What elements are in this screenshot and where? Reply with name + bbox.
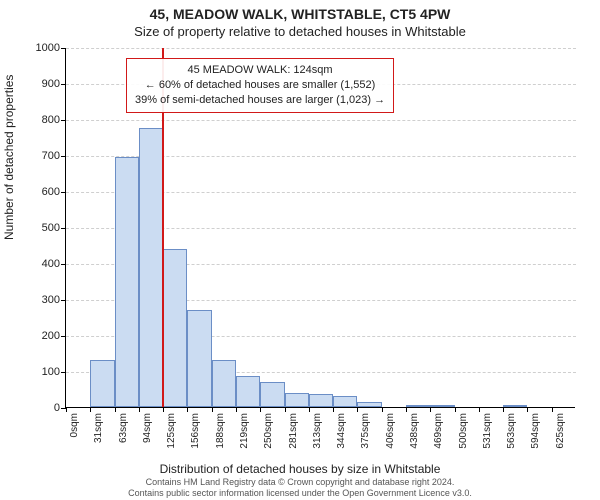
y-tick-label: 400 (42, 258, 60, 270)
x-tick-label: 125sqm (166, 413, 177, 449)
chart-container: { "chart": { "type": "histogram", "title… (0, 0, 600, 500)
histogram-bar (187, 310, 211, 407)
histogram-bar (309, 394, 333, 407)
gridline-h (66, 120, 576, 121)
histogram-bar (90, 360, 114, 407)
x-tick-label: 63sqm (118, 413, 129, 443)
x-tick-mark (187, 407, 188, 412)
histogram-bar (430, 405, 454, 407)
callout-line: 39% of semi-detached houses are larger (… (135, 93, 385, 108)
histogram-bar (406, 405, 430, 407)
callout-line: 45 MEADOW WALK: 124sqm (135, 63, 385, 78)
histogram-bar (357, 402, 381, 407)
histogram-bar (163, 249, 187, 407)
x-tick-mark (527, 407, 528, 412)
histogram-bar (139, 128, 163, 407)
histogram-bar (115, 157, 139, 407)
x-tick-mark (260, 407, 261, 412)
x-tick-mark (455, 407, 456, 412)
x-tick-mark (309, 407, 310, 412)
x-tick-mark (430, 407, 431, 412)
x-tick-mark (139, 407, 140, 412)
y-tick-label: 900 (42, 78, 60, 90)
x-tick-label: 0sqm (69, 413, 80, 437)
y-tick-mark (61, 264, 66, 265)
x-tick-label: 625sqm (555, 413, 566, 449)
attribution-line: Contains public sector information licen… (0, 488, 600, 498)
x-tick-mark (357, 407, 358, 412)
x-tick-label: 563sqm (506, 413, 517, 449)
y-tick-label: 300 (42, 294, 60, 306)
x-tick-mark (333, 407, 334, 412)
x-tick-label: 94sqm (142, 413, 153, 443)
plot-frame: 010020030040050060070080090010000sqm31sq… (65, 48, 575, 408)
y-tick-mark (61, 228, 66, 229)
x-tick-label: 438sqm (409, 413, 420, 449)
y-tick-mark (61, 48, 66, 49)
y-tick-label: 0 (54, 402, 60, 414)
x-tick-label: 531sqm (482, 413, 493, 449)
histogram-bar (333, 396, 357, 407)
x-tick-label: 375sqm (360, 413, 371, 449)
y-tick-label: 500 (42, 222, 60, 234)
x-tick-label: 500sqm (458, 413, 469, 449)
y-tick-label: 1000 (36, 42, 60, 54)
y-tick-label: 200 (42, 330, 60, 342)
x-axis-label: Distribution of detached houses by size … (0, 462, 600, 476)
histogram-bar (236, 376, 260, 407)
chart-title: 45, MEADOW WALK, WHITSTABLE, CT5 4PW (0, 6, 600, 22)
callout-box: 45 MEADOW WALK: 124sqm← 60% of detached … (126, 58, 394, 113)
y-tick-label: 800 (42, 114, 60, 126)
x-tick-mark (236, 407, 237, 412)
y-tick-label: 100 (42, 366, 60, 378)
attribution-line: Contains HM Land Registry data © Crown c… (0, 477, 600, 487)
x-tick-mark (66, 407, 67, 412)
x-tick-mark (503, 407, 504, 412)
y-tick-mark (61, 300, 66, 301)
y-tick-mark (61, 120, 66, 121)
y-tick-mark (61, 372, 66, 373)
x-tick-mark (285, 407, 286, 412)
y-tick-mark (61, 156, 66, 157)
x-tick-label: 406sqm (385, 413, 396, 449)
gridline-h (66, 48, 576, 49)
x-tick-mark (552, 407, 553, 412)
histogram-bar (503, 405, 527, 407)
y-tick-mark (61, 84, 66, 85)
x-tick-label: 250sqm (263, 413, 274, 449)
x-tick-mark (163, 407, 164, 412)
x-tick-mark (406, 407, 407, 412)
histogram-bar (212, 360, 236, 407)
histogram-bar (285, 393, 309, 407)
x-tick-label: 281sqm (288, 413, 299, 449)
x-tick-label: 594sqm (530, 413, 541, 449)
x-tick-label: 344sqm (336, 413, 347, 449)
plot-area: 010020030040050060070080090010000sqm31sq… (65, 48, 575, 408)
y-axis-label: Number of detached properties (2, 75, 16, 240)
x-tick-mark (115, 407, 116, 412)
x-tick-label: 313sqm (312, 413, 323, 449)
chart-subtitle: Size of property relative to detached ho… (0, 24, 600, 39)
x-tick-label: 31sqm (93, 413, 104, 443)
y-tick-mark (61, 336, 66, 337)
x-tick-label: 156sqm (190, 413, 201, 449)
y-tick-label: 600 (42, 186, 60, 198)
x-tick-mark (212, 407, 213, 412)
y-tick-mark (61, 192, 66, 193)
histogram-bar (260, 382, 284, 407)
y-tick-label: 700 (42, 150, 60, 162)
callout-line: ← 60% of detached houses are smaller (1,… (135, 78, 385, 93)
x-tick-label: 188sqm (215, 413, 226, 449)
x-tick-mark (479, 407, 480, 412)
x-tick-mark (382, 407, 383, 412)
attribution-text: Contains HM Land Registry data © Crown c… (0, 477, 600, 498)
x-tick-label: 469sqm (433, 413, 444, 449)
x-tick-label: 219sqm (239, 413, 250, 449)
x-tick-mark (90, 407, 91, 412)
